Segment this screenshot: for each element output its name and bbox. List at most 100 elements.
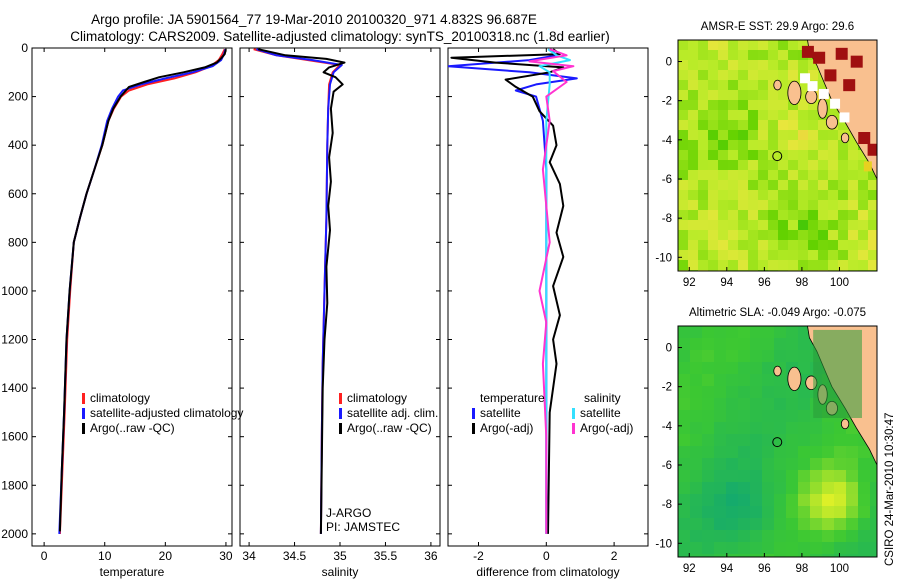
- sst_map-cell: [698, 190, 709, 201]
- sst_map-argo-marker: [772, 151, 783, 162]
- sla_map-cell: [738, 518, 751, 531]
- sla_map-cell: [726, 458, 739, 471]
- sst_map-cell: [678, 80, 689, 91]
- sst_map-cell: [718, 150, 729, 161]
- sst_map-cell: [698, 240, 709, 251]
- sst_map-cell: [798, 220, 809, 231]
- sst_map-cell: [838, 260, 849, 271]
- sst_map-cell: [768, 180, 779, 191]
- sst_map-cell: [838, 170, 849, 181]
- sst_map-cell: [828, 250, 839, 261]
- sst_map-cell: [748, 80, 759, 91]
- sst_map-cell: [788, 180, 799, 191]
- difference-legend-title-1: salinity: [584, 391, 621, 405]
- sla_map-cell: [810, 554, 823, 557]
- sla_map-cell: [738, 494, 751, 507]
- sst_map-cell: [688, 170, 699, 181]
- sla_map-cell: [846, 458, 859, 471]
- sst_map-cell: [758, 70, 769, 81]
- sst_map-cell: [778, 200, 789, 211]
- sst_map-cell: [808, 250, 819, 261]
- sst_map-cell: [698, 180, 709, 191]
- sst_map-frame: [677, 39, 878, 272]
- sla_map-cell: [750, 506, 763, 519]
- sst_map-cell: [738, 180, 749, 191]
- sla_map-cell: [678, 446, 691, 459]
- sla_map-cell: [858, 494, 871, 507]
- sst_map-cell: [698, 130, 709, 141]
- temperature-legend-2-swatch: [82, 423, 85, 434]
- sla_map-cell: [786, 446, 799, 459]
- sst_map-cell: [828, 240, 839, 251]
- sst_map-xtick-label: 96: [758, 277, 771, 289]
- sst_map-nodata-cell: [818, 88, 829, 99]
- sla_map-cell: [702, 350, 715, 363]
- sst_map-cell: [698, 140, 709, 151]
- salinity-legend-0-label: climatology: [347, 391, 407, 405]
- sla_map-cell: [702, 470, 715, 483]
- sst_map-cell: [808, 230, 819, 241]
- sst_map-cell: [738, 270, 749, 271]
- sst_map-cell: [698, 90, 709, 101]
- sst_map-cell: [838, 210, 849, 221]
- sst_map-cell: [678, 60, 689, 71]
- sst_map-warm-cell: [863, 161, 872, 172]
- sla_map-cell: [690, 326, 703, 339]
- sla_map-cell: [774, 422, 787, 435]
- sst_map-ytick-label: 0: [666, 57, 672, 69]
- sla_map-cell: [690, 518, 703, 531]
- sst_map-cell: [828, 180, 839, 191]
- sst_map-cell: [798, 160, 809, 171]
- sla_map-cell: [858, 542, 871, 555]
- sla_map-cell: [810, 458, 823, 471]
- sla_map-cell: [774, 470, 787, 483]
- sla_map-cell: [822, 482, 835, 495]
- sst_map-cell: [748, 170, 759, 181]
- sst_map-cell: [728, 60, 739, 71]
- sst_map-cell: [738, 240, 749, 251]
- sst_map-cell: [788, 40, 799, 51]
- annotation-float-program: J-ARGO: [326, 506, 371, 520]
- sst_map-cell: [738, 250, 749, 261]
- sla_map-cell: [762, 398, 775, 411]
- sst_map-cell: [748, 260, 759, 271]
- sst_map-cell: [768, 40, 779, 51]
- sst_map-cell: [708, 200, 719, 211]
- sla_map-cell: [786, 530, 799, 543]
- sla_map-cell: [714, 470, 727, 483]
- temperature-xlabel: temperature: [100, 565, 165, 579]
- sst_map-cell: [738, 150, 749, 161]
- sst_map-cell: [738, 220, 749, 231]
- sla_map-cell: [858, 506, 871, 519]
- sla_map-cell: [678, 458, 691, 471]
- sst_map-cell: [808, 270, 819, 271]
- sla_map-cell: [678, 470, 691, 483]
- sst_map-cell: [688, 80, 699, 91]
- salinity-xlabel: salinity: [322, 565, 359, 579]
- sst_map-cell: [818, 160, 829, 171]
- sst_map-cell: [738, 70, 749, 81]
- sst_map-cell: [678, 90, 689, 101]
- sst_map-cell: [788, 240, 799, 251]
- sst_map-cell: [688, 70, 699, 81]
- sst_map-cell: [748, 270, 759, 271]
- sla_map-cell: [678, 386, 691, 399]
- sla_map-cell: [846, 554, 859, 557]
- sst_map-cell: [858, 200, 869, 211]
- sla_map-cell: [810, 482, 823, 495]
- sst_map-cell: [768, 70, 779, 81]
- sst_map-cell: [738, 130, 749, 141]
- sla_map-cell: [774, 530, 787, 543]
- sst_map-cell: [718, 130, 729, 141]
- sst_map-cell: [738, 230, 749, 241]
- sla_map-cell: [702, 458, 715, 471]
- sla_map-cell: [738, 350, 751, 363]
- difference-legend-1-1-swatch: [572, 423, 575, 434]
- sla_map-cell: [750, 398, 763, 411]
- sla_map-cell: [834, 530, 847, 543]
- sst_map-cell: [798, 60, 809, 71]
- sst_map-cell: [858, 160, 869, 171]
- sst_map-cell: [678, 230, 689, 241]
- sst_map-cell: [788, 130, 799, 141]
- sla_map-cell: [834, 446, 847, 459]
